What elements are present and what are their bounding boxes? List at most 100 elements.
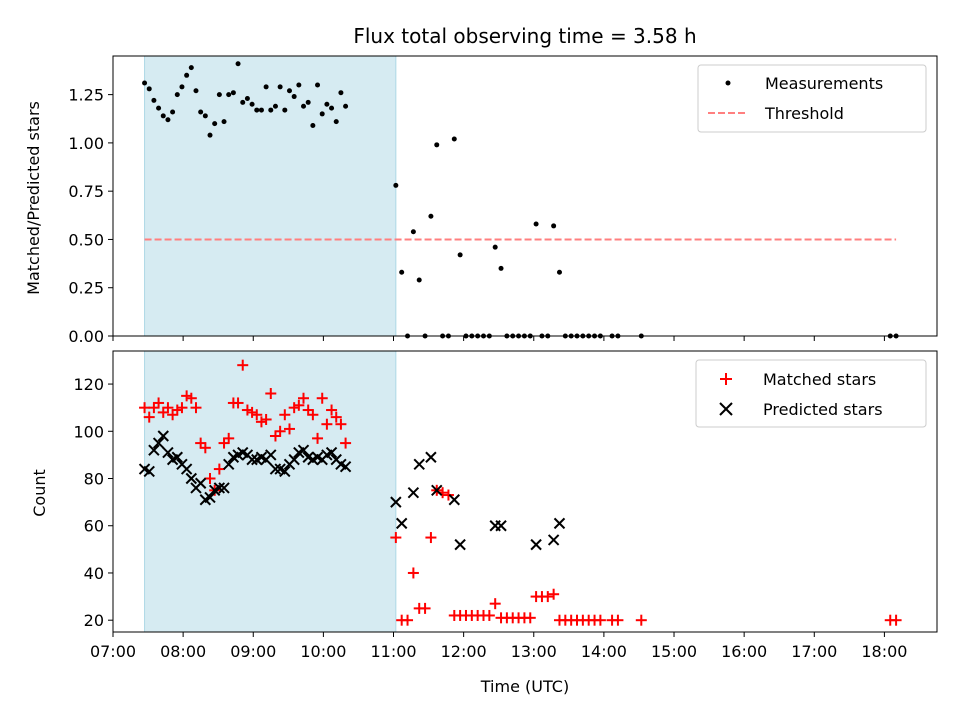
matched-star-point (251, 409, 263, 421)
measurement-point (160, 113, 166, 119)
predicted-star-point (162, 446, 174, 459)
measurement-point (240, 99, 246, 105)
y-tick-label: 40 (84, 564, 104, 583)
y-tick-label: 120 (73, 375, 104, 394)
predicted-star-point (148, 444, 160, 456)
y-tick-label: 100 (73, 422, 104, 441)
measurement-point (310, 123, 316, 129)
measurement-point (221, 119, 227, 125)
measurement-point (296, 82, 302, 88)
x-tick-label: 14:00 (581, 642, 627, 661)
matched-star-point (223, 432, 235, 444)
measurement-point (258, 107, 264, 113)
matched-star-point (181, 390, 193, 402)
measurement-point (301, 103, 307, 109)
legend-box (695, 359, 927, 428)
legend-marker-matched (720, 373, 732, 385)
observing-span (144, 55, 397, 337)
top-y-axis-label: Matched/Predicted stars (24, 101, 43, 295)
x-tick-label: 13:00 (511, 642, 557, 661)
measurement-point (498, 265, 504, 271)
top-legend: Measurements Threshold (697, 64, 927, 133)
top-y-axis: 0.00 0.25 0.50 0.75 1.00 1.25 (68, 86, 113, 346)
matched-star-point (425, 532, 437, 544)
measurement-point (244, 95, 250, 101)
matched-star-point (153, 397, 165, 409)
matched-star-point (442, 489, 454, 501)
legend-label-threshold: Threshold (764, 104, 844, 123)
predicted-star-point (204, 491, 216, 504)
chart-title: Flux total observing time = 3.58 h (353, 24, 696, 48)
predicted-star-point (390, 496, 402, 508)
legend-marker-measurements (725, 80, 731, 86)
predicted-star-point (213, 482, 226, 494)
measurement-point (556, 269, 562, 275)
legend-box (697, 64, 927, 133)
predicted-star-point (454, 538, 466, 551)
matched-star-point (340, 437, 352, 449)
measurement-point (156, 105, 162, 111)
matched-star-point (265, 388, 277, 400)
measurement-point (338, 90, 344, 96)
matched-star-point (419, 602, 431, 614)
y-tick-label: 0.25 (68, 279, 104, 298)
measurement-point (451, 136, 457, 142)
matched-star-point (293, 399, 305, 411)
y-tick-label: 0.75 (68, 182, 104, 201)
top-panel: 0.00 0.25 0.50 0.75 1.00 1.25 Matched/Predict… (24, 55, 938, 346)
matched-star-point (218, 437, 230, 449)
matched-star-point (489, 598, 501, 610)
matched-star-point (335, 418, 347, 430)
bottom-legend: Matched stars Predicted stars (695, 359, 927, 428)
predicted-star-point (157, 430, 169, 442)
legend-marker-predicted (719, 402, 733, 416)
predicted-star-point (279, 465, 291, 478)
measurement-point (263, 84, 269, 90)
y-tick-label: 0.50 (68, 230, 104, 249)
measurement-point (272, 103, 278, 109)
matched-star-point (288, 402, 300, 414)
matched-star-point (246, 406, 258, 418)
measurement-point (343, 103, 349, 109)
matched-star-point (162, 402, 174, 414)
matched-star-point (148, 402, 160, 414)
matched-star-point (390, 532, 402, 544)
predicted-star-point (448, 494, 460, 506)
matched-star-point (199, 442, 211, 454)
matched-star-point (139, 402, 151, 414)
legend-label-matched: Matched stars (763, 370, 876, 389)
measurement-point (184, 72, 190, 78)
measurement-point (393, 182, 399, 188)
matched-star-point (302, 404, 314, 416)
matched-star-point (635, 614, 647, 626)
predicted-star-point (185, 472, 198, 485)
measurement-point (165, 117, 171, 123)
predicted-star-point (143, 465, 155, 478)
matched-star-point (190, 402, 202, 414)
matched-star-point (307, 409, 319, 421)
predicted-star-point (425, 451, 437, 463)
predicted-star-point (269, 463, 282, 475)
measurement-point (329, 105, 335, 111)
measurement-point (188, 65, 194, 71)
measurement-point (174, 92, 180, 98)
bottom-y-axis-label: Count (30, 469, 49, 517)
predicted-star-point (553, 517, 566, 530)
predicted-stars-series (138, 430, 566, 551)
predicted-star-point (171, 451, 183, 463)
matched-star-point (260, 413, 272, 425)
measurement-point (207, 132, 213, 138)
matched-star-point (330, 411, 342, 423)
matched-star-point (279, 409, 291, 421)
bottom-y-axis: 20 40 60 80 100 120 (73, 375, 113, 630)
x-tick-label: 17:00 (791, 642, 837, 661)
measurement-point (416, 277, 422, 283)
matched-star-point (316, 392, 328, 404)
measurement-point (216, 92, 222, 98)
top-axes-frame (112, 55, 938, 337)
y-tick-label: 60 (84, 517, 104, 536)
measurement-point (254, 107, 260, 113)
y-tick-label: 20 (84, 611, 104, 630)
y-tick-label: 1.25 (68, 86, 104, 105)
predicted-star-point (288, 453, 300, 466)
